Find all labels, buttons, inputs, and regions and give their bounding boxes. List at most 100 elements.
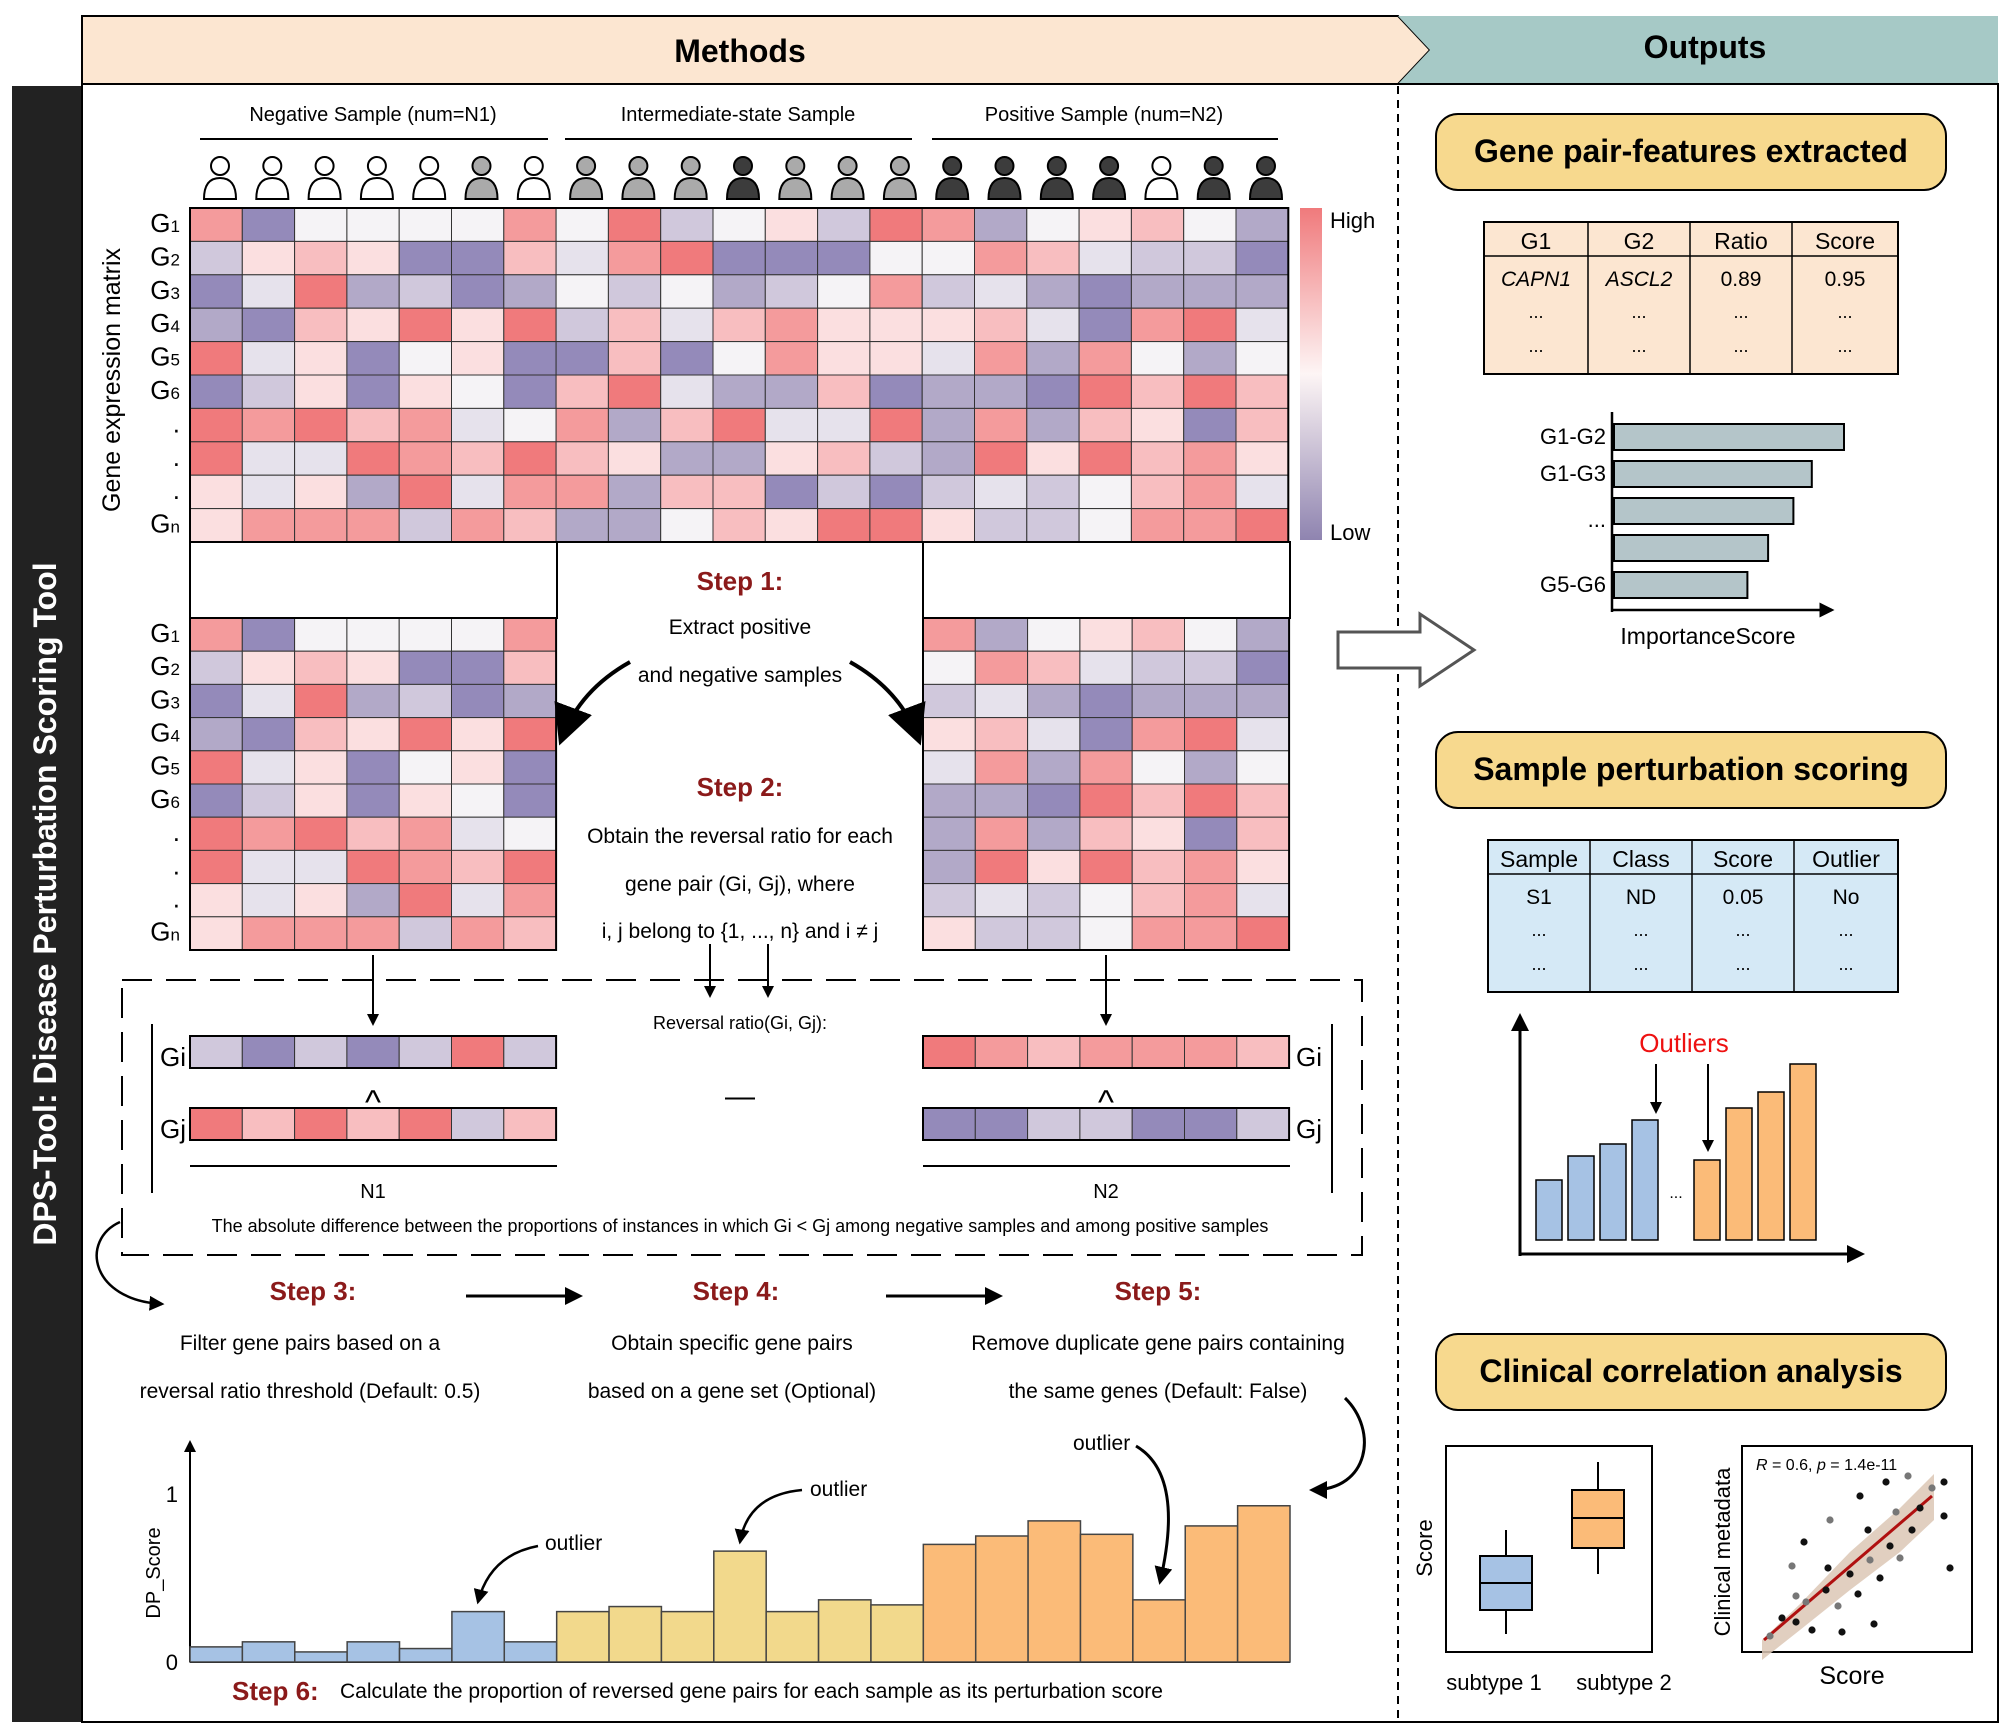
heatmap-cell xyxy=(1131,816,1185,851)
sample-person-icon xyxy=(464,156,499,200)
score-bar-orange xyxy=(1789,1063,1817,1241)
n1-label: N1 xyxy=(360,1181,386,1203)
table-cell: CAPN1 xyxy=(1501,268,1571,291)
heatmap-cell xyxy=(294,508,348,543)
heatmap-cell xyxy=(607,274,662,309)
gene-label: . xyxy=(173,817,180,847)
heatmap-cell xyxy=(398,816,453,851)
heatmap-cell xyxy=(346,849,400,885)
heatmap-cell xyxy=(1184,617,1238,652)
heatmap-cell xyxy=(922,816,976,851)
heatmap-cell xyxy=(398,750,453,785)
scatter-point xyxy=(1800,1538,1808,1546)
gene-label: . xyxy=(173,408,180,438)
heatmap-cell xyxy=(712,374,766,409)
strip-cell xyxy=(189,1107,243,1141)
heatmap-cell xyxy=(346,916,400,951)
heatmap-cell xyxy=(817,207,871,242)
heatmap-cell xyxy=(1026,374,1080,409)
heatmap-cell xyxy=(189,783,243,818)
heatmap-cell xyxy=(1235,341,1289,376)
heatmap-cell xyxy=(1235,474,1289,510)
heatmap-cell xyxy=(451,207,505,242)
heatmap-cell xyxy=(607,341,662,376)
heatmap-cell xyxy=(503,374,557,409)
table-header: G2 xyxy=(1624,228,1655,254)
heatmap-cell xyxy=(451,274,505,309)
step6-text: Calculate the proportion of reversed gen… xyxy=(340,1680,1163,1703)
heatmap-cell xyxy=(189,407,243,443)
heatmap-cell xyxy=(922,849,976,885)
table-cell: ... xyxy=(1531,920,1546,940)
heatmap-cell xyxy=(346,307,400,343)
heatmap-cell xyxy=(241,207,296,242)
sample-person-icon xyxy=(1248,156,1284,200)
heatmap-cell xyxy=(398,683,453,719)
heatmap-cell xyxy=(1078,407,1132,443)
heatmap-cell xyxy=(241,916,296,951)
heatmap-cell xyxy=(712,341,766,376)
gene-label: G3 xyxy=(150,275,180,305)
heatmap-cell xyxy=(921,407,976,443)
side-bar xyxy=(12,86,82,1722)
dp-bar xyxy=(1184,1525,1239,1663)
heatmap-cell xyxy=(1027,683,1081,719)
strip-cell xyxy=(1079,1035,1133,1069)
heatmap-cell xyxy=(1079,717,1133,752)
heatmap-cell xyxy=(241,374,296,409)
strip-cell xyxy=(241,1035,296,1069)
heatmap-cell xyxy=(607,508,662,543)
heatmap-cell xyxy=(1131,617,1185,652)
minus-sign: — xyxy=(725,1080,755,1113)
strip-cell xyxy=(503,1107,557,1141)
table-cell: ... xyxy=(1735,920,1750,940)
scatter-point xyxy=(1864,1526,1872,1534)
heatmap-cell xyxy=(764,407,819,443)
heatmap-cell xyxy=(1183,474,1237,510)
heatmap-cell xyxy=(503,916,557,951)
table-cell: ... xyxy=(1528,302,1543,322)
strip-cell xyxy=(398,1107,453,1141)
heatmap-cell xyxy=(660,341,714,376)
heatmap-cell xyxy=(398,717,453,752)
scatter-point xyxy=(1838,1628,1846,1636)
scatter-point xyxy=(1824,1564,1832,1572)
negative-extract-box xyxy=(189,541,558,619)
strip-cell xyxy=(1131,1107,1185,1141)
group-positive-label: Positive Sample (num=N2) xyxy=(985,104,1223,126)
dp-bar xyxy=(294,1651,348,1663)
step6-title: Step 6: xyxy=(232,1676,319,1706)
heatmap-cell xyxy=(607,374,662,409)
dp-ylabel: DP_Score xyxy=(143,1527,165,1618)
heatmap-cell xyxy=(503,240,557,276)
heatmap-cell xyxy=(503,274,557,309)
gene-label: . xyxy=(173,884,180,914)
heatmap-cell xyxy=(1183,240,1237,276)
sample-icons xyxy=(202,156,1284,200)
importance-label: G1-G3 xyxy=(1540,461,1606,486)
strip-cell xyxy=(1236,1035,1290,1069)
gi-label-right: Gi xyxy=(1296,1042,1322,1072)
heatmap-cell xyxy=(607,307,662,343)
heatmap-cell xyxy=(1130,441,1185,476)
heatmap-cell xyxy=(1130,508,1185,543)
heatmap-cell xyxy=(1236,783,1290,818)
heatmap-cell xyxy=(974,441,1028,476)
dp-bar xyxy=(817,1599,872,1663)
sample-person-icon xyxy=(516,156,551,200)
heatmap-cell xyxy=(451,816,505,851)
heatmap-cell xyxy=(817,240,871,276)
step1-arrow-left xyxy=(554,660,631,746)
heatmap-cell xyxy=(869,441,923,476)
heatmap-cell xyxy=(1183,341,1237,376)
heatmap-cell xyxy=(921,341,976,376)
dp-score-chart: DP_Score 1 0 xyxy=(143,1440,1291,1675)
heatmap-cell xyxy=(451,508,505,543)
heatmap-cell xyxy=(398,617,453,652)
dp-bar xyxy=(870,1604,925,1663)
scatter-point xyxy=(1876,1574,1884,1582)
heatmap-cell xyxy=(1027,816,1081,851)
importance-bar xyxy=(1613,423,1845,451)
heatmap-cell xyxy=(974,849,1029,885)
sample-person-icon xyxy=(935,156,970,200)
